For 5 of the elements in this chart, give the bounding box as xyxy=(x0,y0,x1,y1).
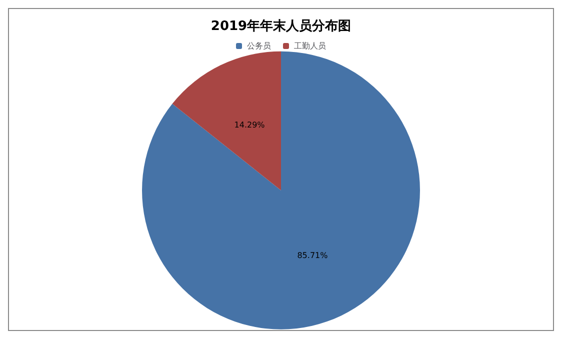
legend-label: 公务员 xyxy=(247,42,271,50)
chart-title: 2019年年末人员分布图 xyxy=(210,19,352,34)
data-label: 85.71% xyxy=(297,251,328,260)
legend-label: 工勤人员 xyxy=(294,42,326,50)
data-label: 14.29% xyxy=(234,120,266,130)
